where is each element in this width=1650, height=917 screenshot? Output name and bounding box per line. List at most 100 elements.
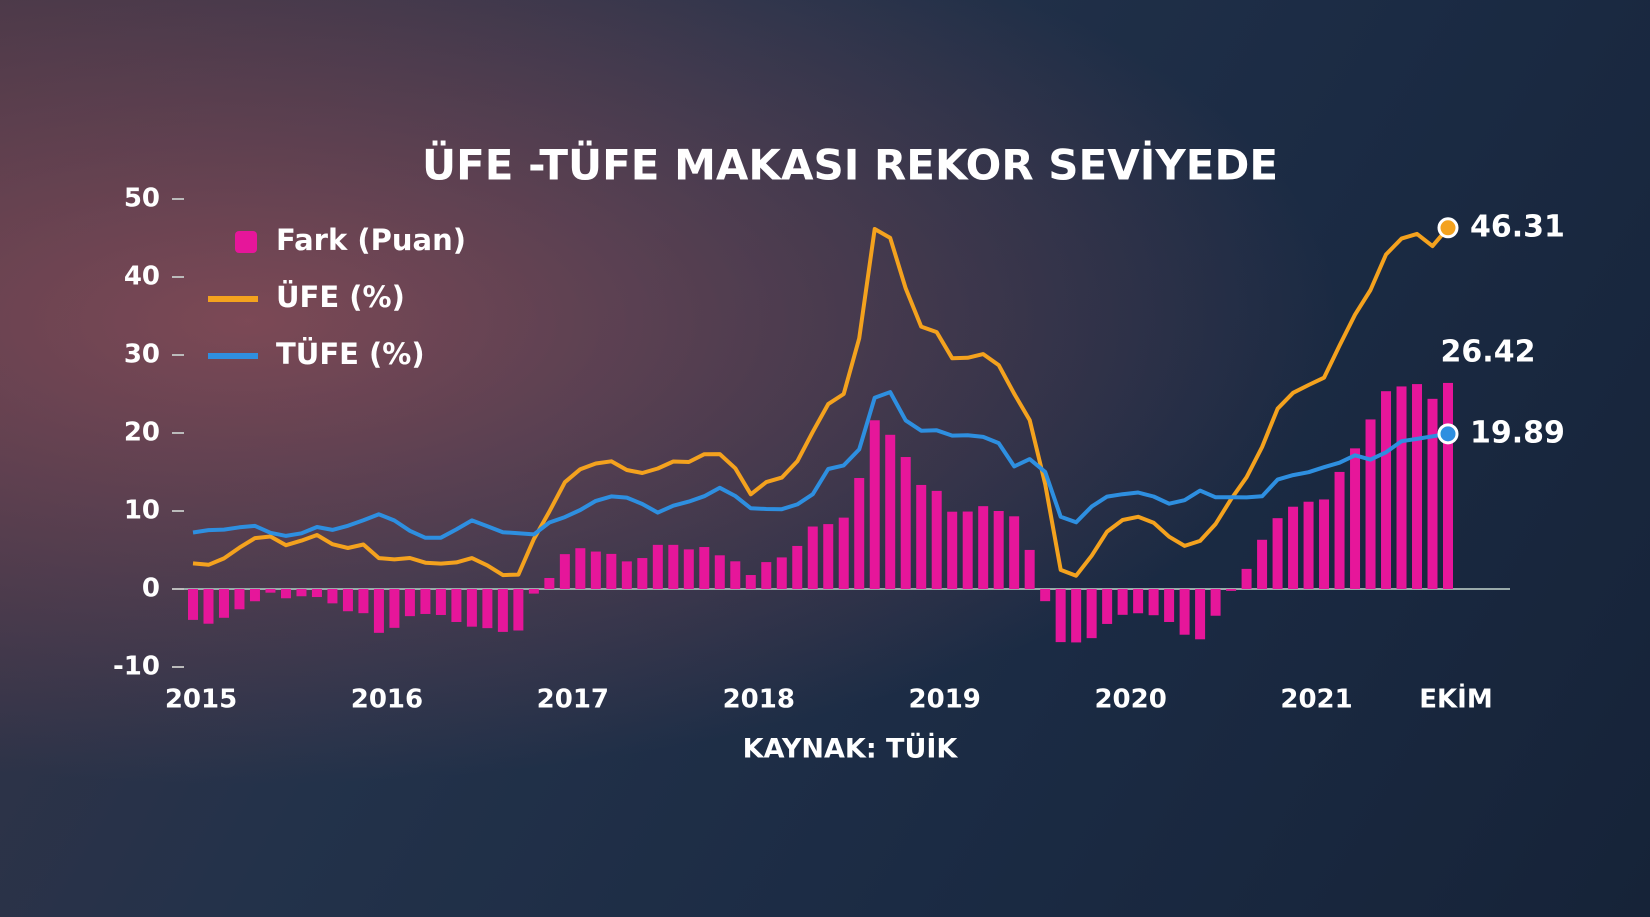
bar <box>1257 539 1268 589</box>
bar <box>1148 589 1159 616</box>
bar <box>559 554 570 589</box>
y-tick-label: 40 <box>124 262 160 292</box>
bar <box>435 589 446 615</box>
bar <box>1071 589 1082 643</box>
bar <box>1195 589 1206 640</box>
bar <box>249 589 260 602</box>
bar <box>234 589 245 610</box>
bar <box>947 511 958 589</box>
x-tick-label: 2017 <box>537 685 609 715</box>
bar <box>1427 398 1438 589</box>
bar <box>823 524 834 589</box>
bar <box>621 561 632 589</box>
bar <box>978 506 989 589</box>
bar <box>776 557 787 589</box>
y-tick-label: 20 <box>124 418 160 448</box>
bar <box>1210 589 1221 616</box>
bar <box>792 545 803 589</box>
bar <box>451 589 462 622</box>
x-tick-label: 2018 <box>723 685 795 715</box>
bar <box>1381 391 1392 589</box>
bar <box>683 549 694 589</box>
bar <box>606 553 617 589</box>
bar <box>699 547 710 589</box>
bar <box>1272 518 1283 589</box>
y-tick-label: 10 <box>124 496 160 526</box>
bar <box>188 589 198 620</box>
bar <box>637 558 648 589</box>
bar <box>342 589 353 612</box>
x-tick-label: 2015 <box>165 685 237 715</box>
bar <box>885 434 896 589</box>
bar <box>1412 384 1423 589</box>
bar <box>916 484 927 589</box>
bar <box>1009 516 1020 589</box>
bar <box>1040 589 1051 602</box>
end-marker <box>1437 423 1459 445</box>
y-tick-label: -10 <box>113 652 160 682</box>
bar <box>745 575 756 589</box>
value-label: 19.89 <box>1470 415 1565 450</box>
bar <box>1102 589 1113 624</box>
bar <box>1117 589 1128 615</box>
bar <box>497 589 508 632</box>
end-marker <box>1437 217 1459 239</box>
bar <box>1241 568 1252 589</box>
source: KAYNAK: TÜİK <box>743 732 959 765</box>
x-tick-label: 2020 <box>1094 685 1166 715</box>
bar <box>296 589 307 597</box>
y-tick-label: 30 <box>124 340 160 370</box>
x-tick-label: 2021 <box>1280 685 1352 715</box>
bar <box>420 589 431 614</box>
bar <box>1365 419 1376 589</box>
legend-swatch <box>235 231 257 253</box>
line <box>192 226 1450 578</box>
value-label: 46.31 <box>1470 209 1565 244</box>
y-tick-label: 0 <box>142 574 160 604</box>
bar <box>1133 589 1144 614</box>
bar <box>931 490 942 589</box>
bar <box>1288 506 1299 589</box>
bar <box>404 589 415 617</box>
bar <box>854 478 865 589</box>
legend-label: ÜFE (%) <box>276 280 405 314</box>
bar <box>1055 589 1066 643</box>
bar <box>1350 448 1361 589</box>
bar <box>311 589 322 598</box>
bar <box>1024 549 1035 589</box>
bar <box>900 457 911 589</box>
bar <box>1319 499 1330 589</box>
value-label: 26.42 <box>1441 334 1536 369</box>
bar <box>358 589 369 614</box>
bar <box>280 589 291 599</box>
legend-label: TÜFE (%) <box>276 337 425 371</box>
bar <box>389 589 400 628</box>
bar <box>1443 382 1453 589</box>
bar <box>327 589 338 604</box>
bar <box>373 589 384 633</box>
bar <box>1396 386 1407 589</box>
bar <box>466 589 477 627</box>
chart-title: ÜFE -TÜFE MAKASI REKOR SEVİYEDE <box>422 140 1278 190</box>
bar <box>1164 589 1175 622</box>
bar <box>482 589 493 629</box>
bar <box>652 544 663 589</box>
bar <box>714 555 725 589</box>
bar <box>1226 589 1237 591</box>
bar <box>807 526 818 589</box>
legend-label: Fark (Puan) <box>276 223 466 257</box>
bar <box>838 517 849 589</box>
bar <box>730 561 741 589</box>
bar <box>1334 471 1345 589</box>
bar <box>218 589 229 618</box>
bar <box>203 589 214 624</box>
bar <box>1303 501 1314 589</box>
bar <box>544 578 555 589</box>
x-tick-label: 2016 <box>351 685 423 715</box>
y-tick-label: 50 <box>124 184 160 214</box>
bar <box>761 562 772 589</box>
bar <box>1179 589 1190 635</box>
line <box>192 390 1449 540</box>
bar <box>528 589 539 594</box>
bar <box>513 589 524 631</box>
